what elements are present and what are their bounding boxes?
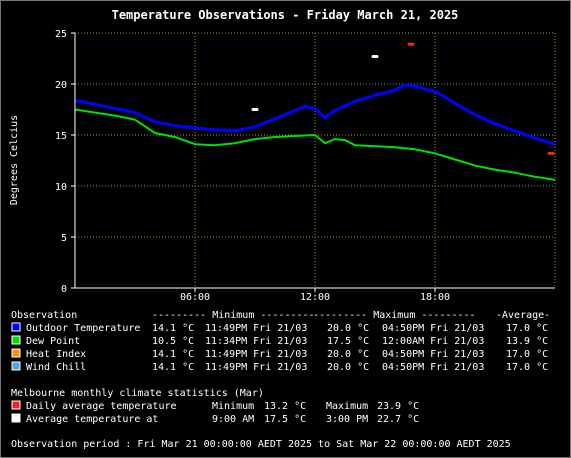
- legend-swatch: [11, 322, 21, 332]
- climate-b-label: 3:00 PM: [326, 414, 368, 425]
- table-cell-min: 14.1 °C: [152, 349, 194, 360]
- x-tick-label: 18:00: [420, 292, 450, 303]
- table-cell-max: 20.0 °C: [327, 349, 369, 360]
- table-cell-min: 14.1 °C: [152, 323, 194, 334]
- table-cell-min: 14.1 °C: [152, 362, 194, 373]
- climate-marker: [407, 42, 415, 46]
- climate-marker: [251, 108, 259, 111]
- table-cell-avg: 17.0 °C: [506, 323, 548, 334]
- x-tick-labels: 06:00 12:00 18:00: [180, 288, 450, 303]
- climate-swatch: [11, 400, 21, 410]
- table-header-cell: Observation: [11, 310, 77, 321]
- table-cell-max-time: 04:50PM Fri 21/03: [382, 323, 484, 334]
- table-cell-max-time: 12:00AM Fri 21/03: [382, 336, 484, 347]
- table-header-cell: --------- Maximum ---------: [313, 310, 476, 321]
- climate-swatch: [11, 413, 21, 423]
- climate-row-label: Average temperature at: [26, 414, 158, 425]
- y-tick-label: 5: [61, 233, 67, 244]
- table-cell-max-time: 04:50PM Fri 21/03: [382, 362, 484, 373]
- legend-swatch: [11, 361, 21, 371]
- table-cell-min-time: 11:49PM Fri 21/03: [205, 362, 307, 373]
- stats-table: Observation --------- Minimum -----------…: [11, 310, 550, 373]
- climate-title: Melbourne monthly climate statistics (Ma…: [11, 388, 264, 399]
- table-cell-max: 17.5 °C: [327, 336, 369, 347]
- table-row-name: Wind Chill: [26, 362, 86, 373]
- y-axis-label: Degrees Celcius: [9, 115, 20, 205]
- table-cell-avg: 13.9 °C: [506, 336, 548, 347]
- climate-b-label: Maximum: [326, 401, 368, 412]
- chart-title: Temperature Observations - Friday March …: [112, 8, 459, 22]
- observation-period: Observation period : Fri Mar 21 00:00:00…: [11, 439, 511, 450]
- y-tick-label: 0: [61, 284, 67, 295]
- table-cell-avg: 17.0 °C: [506, 349, 548, 360]
- climate-marker: [371, 54, 379, 58]
- table-header-cell: -Average-: [496, 310, 550, 321]
- table-cell-min-time: 11:34PM Fri 21/03: [205, 336, 307, 347]
- climate-row-label: Daily average temperature: [26, 401, 177, 412]
- table-row-name: Outdoor Temperature: [26, 323, 140, 334]
- series-line-dew-point: [74, 108, 556, 181]
- y-tick-label: 15: [55, 131, 67, 142]
- climate-a-label: 9:00 AM: [212, 414, 254, 425]
- table-cell-min-time: 11:49PM Fri 21/03: [205, 323, 307, 334]
- y-tick-label: 20: [55, 80, 67, 91]
- climate-b-value: 23.9 °C: [377, 401, 419, 412]
- table-cell-min: 10.5 °C: [152, 336, 194, 347]
- table-cell-max-time: 04:50PM Fri 21/03: [382, 349, 484, 360]
- climate-markers: [251, 42, 555, 155]
- series-line-outdoor-temperature: [74, 83, 556, 146]
- table-header-cell: --------- Minimum ---------: [152, 310, 315, 321]
- y-tick-label: 25: [55, 29, 67, 40]
- climate-a-value: 17.5 °C: [264, 414, 306, 425]
- y-tick-labels: 0 5 10 15 20 25: [55, 29, 75, 295]
- climate-stats: Melbourne monthly climate statistics (Ma…: [11, 388, 419, 425]
- x-tick-label: 12:00: [300, 292, 330, 303]
- table-cell-min-time: 11:49PM Fri 21/03: [205, 349, 307, 360]
- legend-swatch: [11, 335, 21, 345]
- table-cell-max: 20.0 °C: [327, 362, 369, 373]
- series-lines: [74, 83, 556, 181]
- table-cell-max: 20.0 °C: [327, 323, 369, 334]
- legend-swatch: [11, 348, 21, 358]
- climate-a-label: Minimum: [212, 401, 254, 412]
- climate-b-value: 22.7 °C: [377, 414, 419, 425]
- table-row-name: Heat Index: [26, 349, 86, 360]
- x-tick-label: 06:00: [180, 292, 210, 303]
- y-tick-label: 10: [55, 182, 67, 193]
- climate-a-value: 13.2 °C: [264, 401, 306, 412]
- climate-marker: [547, 151, 555, 155]
- table-cell-avg: 17.0 °C: [506, 362, 548, 373]
- table-row-name: Dew Point: [26, 336, 80, 347]
